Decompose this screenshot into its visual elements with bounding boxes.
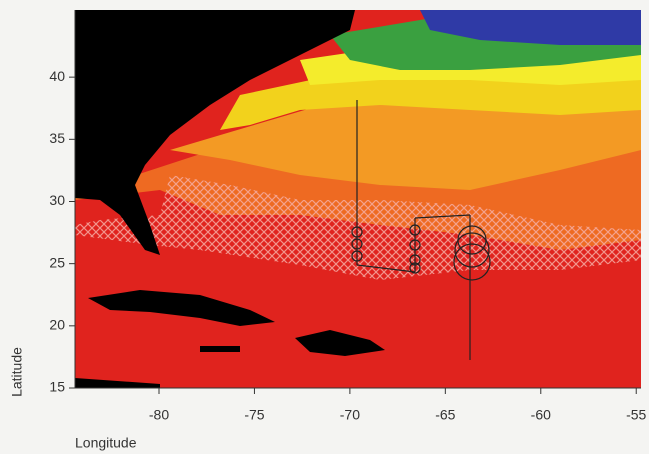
y-tick-label: 20 bbox=[49, 317, 65, 333]
x-tick-label: -60 bbox=[531, 407, 551, 423]
y-tick-label: 40 bbox=[49, 68, 65, 84]
x-tick-label: -65 bbox=[435, 407, 455, 423]
x-tick-label: -80 bbox=[149, 407, 169, 423]
y-tick-label: 30 bbox=[49, 192, 65, 208]
y-tick-label: 35 bbox=[49, 130, 65, 146]
chart: Longitude Latitude 15 20 25 30 35 40 -80 -75 -70… bbox=[0, 0, 649, 454]
y-tick-label: 25 bbox=[49, 254, 65, 270]
x-tick-label: -55 bbox=[626, 407, 646, 423]
x-tick-label: -75 bbox=[244, 407, 264, 423]
y-axis-label: Latitude bbox=[9, 347, 25, 397]
map-image bbox=[75, 10, 641, 388]
x-tick-label: -70 bbox=[340, 407, 360, 423]
x-axis-label: Longitude bbox=[75, 435, 137, 451]
y-tick-label: 15 bbox=[49, 379, 65, 395]
